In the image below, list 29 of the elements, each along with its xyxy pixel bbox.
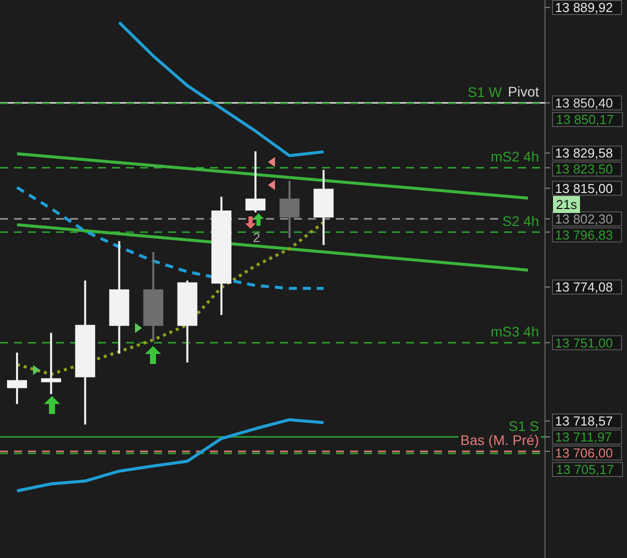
ref-line-label: S2 4h xyxy=(502,212,539,229)
y-tick-label: 13 823,50 xyxy=(555,162,613,177)
y-tick-label: 13 774,08 xyxy=(555,280,613,295)
y-tick-label: 13 815,00 xyxy=(555,180,613,196)
ref-line-label: mS2 4h xyxy=(490,148,539,165)
ref-line-label: S1 W xyxy=(468,84,503,100)
ref-line-label: mS3 4h xyxy=(490,324,539,340)
candlestick xyxy=(245,150,266,214)
candlestick xyxy=(7,352,28,406)
y-tick-label: 13 889,92 xyxy=(555,0,613,16)
y-tick-label: 13 796,83 xyxy=(555,227,613,242)
ref-line-label: Bas (M. Pré) xyxy=(460,432,539,448)
text: 21s xyxy=(553,196,580,213)
y-tick-label: 13 718,57 xyxy=(555,414,613,429)
y-tick-label: 13 706,00 xyxy=(555,446,613,461)
text: 13 705,17 xyxy=(552,462,623,477)
annotation: 2 xyxy=(252,229,262,246)
line-series xyxy=(16,186,326,290)
y-tick-label: 13 802,30 xyxy=(555,211,613,226)
line-series xyxy=(16,220,326,376)
ref-line-label: S1 S xyxy=(508,418,539,434)
y-tick-label: 13 850,40 xyxy=(555,95,613,110)
candlestick xyxy=(280,180,300,239)
y-tick-label: 13 829,58 xyxy=(555,146,613,161)
candlestick xyxy=(41,332,62,396)
ref-line-label: Pivot xyxy=(508,84,540,100)
y-tick-label: 13 751,00 xyxy=(555,335,613,350)
y-tick-label: 13 711,97 xyxy=(555,430,612,445)
text: 13 850,17 xyxy=(552,112,623,127)
